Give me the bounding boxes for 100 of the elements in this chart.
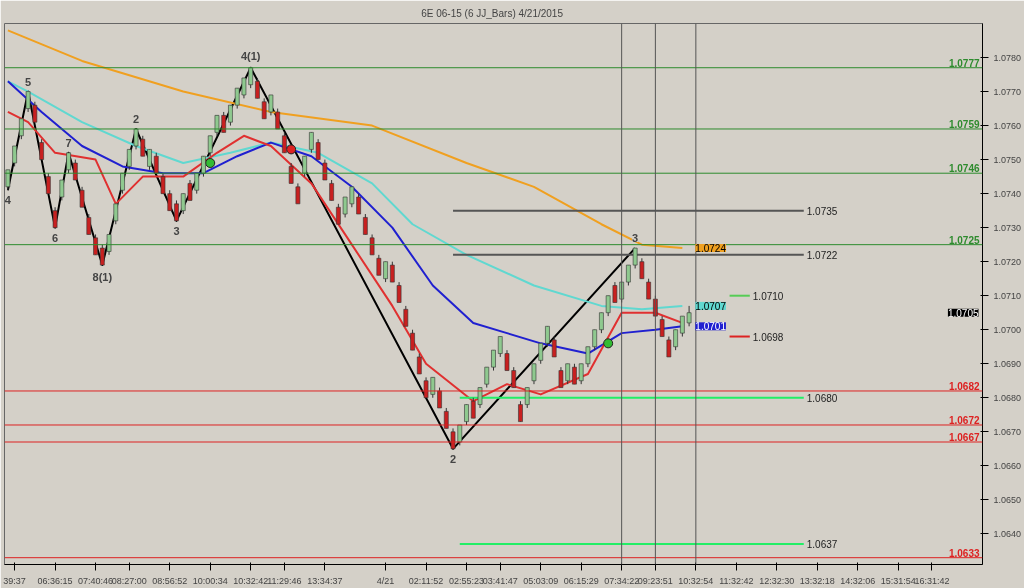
candlestick: [79, 186, 85, 208]
candlestick: [207, 135, 213, 157]
candlestick: [113, 203, 119, 225]
candlestick: [491, 349, 496, 372]
annotation: 3: [173, 224, 180, 237]
y-tick-label: 1.0710: [993, 290, 1022, 301]
x-tick-label: 05:03:09: [523, 575, 559, 586]
candlestick: [396, 281, 402, 304]
candlestick: [403, 305, 409, 327]
candlestick: [147, 148, 152, 171]
data-label: 1.0707: [695, 300, 727, 312]
candlestick: [518, 400, 523, 423]
annotation: 4(1): [240, 49, 261, 62]
y-tick-label: 1.0680: [993, 392, 1022, 403]
candlestick: [592, 329, 597, 351]
x-tick-label: 13:34:37: [307, 575, 343, 586]
annotation: 4: [4, 194, 12, 207]
x-tick-label: 12:32:30: [759, 575, 795, 586]
data-label: 1.0637: [806, 539, 838, 551]
candlestick: [39, 138, 44, 161]
candlestick: [282, 131, 287, 154]
candlestick: [174, 199, 179, 222]
data-label: 1.0701: [695, 321, 727, 333]
x-tick-label: 08:27:00: [111, 575, 147, 586]
candlestick: [295, 182, 301, 205]
candlestick: [93, 233, 98, 256]
x-tick-label: 06:15:29: [563, 575, 599, 586]
annotation: 6: [52, 231, 59, 244]
x-tick-label: 16:31:42: [914, 575, 950, 586]
annotation: 3: [632, 232, 639, 245]
x-tick-label: 10:32:42: [233, 575, 269, 586]
candlestick: [416, 353, 422, 375]
candlestick: [646, 278, 651, 300]
candlestick: [551, 336, 557, 358]
data-label: 1.0710: [752, 290, 784, 302]
candlestick: [322, 159, 328, 181]
point: [603, 338, 614, 349]
y-tick-label: 1.0750: [993, 154, 1022, 165]
candlestick: [59, 179, 65, 201]
y-tick-label: 1.0780: [993, 52, 1022, 63]
y-tick-label: 1.0740: [993, 188, 1022, 199]
y-tick-label: 1.0720: [993, 256, 1022, 267]
x-tick-label: 10:32:54: [678, 575, 714, 586]
candlestick: [228, 104, 233, 127]
x-tick-label: 15:31:54: [880, 575, 916, 586]
candlestick: [255, 77, 260, 99]
candlestick: [52, 206, 58, 229]
annotation: 1.0705: [947, 307, 979, 319]
point: [286, 144, 297, 155]
x-tick-label: 11:29:46: [267, 575, 302, 586]
candlestick: [437, 387, 442, 409]
annotation: 5: [25, 75, 32, 88]
data-label: 1.0722: [806, 249, 838, 261]
x-tick-label: 11:32:42: [719, 575, 754, 586]
y-tick-label: 1.0660: [993, 460, 1022, 471]
y-tick-label: 1.0730: [993, 222, 1022, 233]
ref-line-label: 1.0725: [948, 234, 980, 246]
annotation: 8(1): [92, 271, 113, 284]
data-label: 1.0680: [806, 392, 838, 404]
ref-line-label: 1.0759: [948, 118, 980, 130]
candlestick: [484, 366, 490, 389]
candlestick: [201, 155, 206, 178]
candlestick: [19, 118, 24, 140]
candlestick: [545, 325, 550, 348]
x-tick-label: 07:34:22: [604, 575, 640, 586]
x-tick-label: 14:32:06: [840, 575, 876, 586]
ref-line-label: 1.0633: [948, 547, 980, 559]
candlestick: [302, 155, 307, 178]
candlestick: [329, 179, 334, 201]
candlestick: [390, 261, 395, 283]
candlestick: [86, 213, 92, 235]
x-tick-label: 09:23:51: [637, 575, 673, 586]
point: [205, 158, 216, 168]
ref-line-label: 1.0672: [948, 415, 980, 426]
ref-line-label: 1.0667: [948, 432, 980, 444]
x-tick-label: 07:40:46: [78, 575, 114, 586]
annotation: 7: [65, 136, 72, 149]
x-tick-label: 39:37: [3, 575, 26, 586]
x-tick-label: 13:32:18: [799, 575, 835, 586]
candlestick: [46, 172, 51, 195]
candlestick: [126, 148, 132, 171]
candlestick: [363, 213, 368, 235]
candlestick: [12, 145, 17, 167]
candlestick: [538, 342, 544, 365]
y-tick-label: 1.0700: [993, 324, 1022, 335]
annotation: 2: [132, 112, 140, 125]
candlestick: [626, 264, 631, 286]
x-tick-label: 03:41:47: [482, 575, 518, 586]
candlestick: [66, 152, 71, 174]
x-tick-label: 08:56:52: [152, 575, 188, 586]
ref-line-label: 1.0746: [948, 163, 980, 175]
data-label: 1.0735: [806, 205, 838, 217]
line-series: [6, 29, 684, 250]
data-label: 1.0724: [695, 243, 727, 255]
y-tick-label: 1.0670: [993, 426, 1022, 437]
x-tick-label: 02:11:52: [408, 575, 444, 586]
candlestick: [531, 363, 537, 385]
x-tick-label: 10:00:34: [192, 575, 228, 586]
candlestick: [288, 162, 294, 184]
ref-line-label: 1.0682: [948, 380, 980, 392]
